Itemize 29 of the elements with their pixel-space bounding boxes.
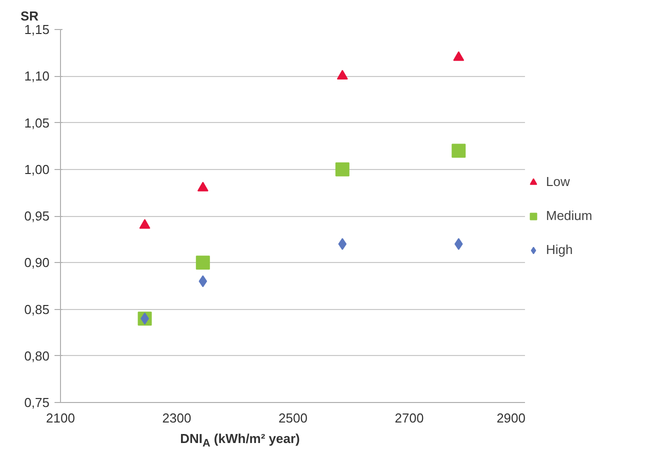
point [452, 144, 466, 158]
legend-label: Medium [546, 208, 594, 223]
point [139, 219, 150, 229]
point [196, 256, 210, 270]
y-tick-label: 1,00 [24, 162, 50, 177]
point [197, 182, 208, 192]
legend-label: High [546, 242, 574, 257]
y-tick-label: 0,90 [24, 255, 50, 270]
y-tick-label: 1,10 [24, 68, 50, 84]
point [338, 238, 347, 250]
y-tick-label: 1,15 [24, 22, 50, 37]
x-tick-label: 2700 [394, 410, 424, 426]
y-tick-label: 1,05 [24, 115, 50, 130]
y-tick-label: 0,95 [24, 208, 50, 224]
x-tick-label: 2900 [496, 410, 526, 426]
x-axis-title: DNI$_{A}$ (kWh/m² year) [180, 430, 300, 452]
x-tick-label: 2300 [162, 410, 192, 426]
y-axis-title: SR [20, 8, 40, 24]
point [453, 51, 464, 61]
y-tick-label: 0,80 [24, 348, 50, 364]
y-tick-label: 0,85 [24, 302, 50, 317]
legend-label: Low [546, 174, 571, 189]
point [335, 162, 350, 176]
point [336, 70, 348, 80]
point [198, 275, 208, 288]
point [454, 238, 463, 250]
y-tick-label: 0,75 [24, 395, 50, 410]
x-tick-label: 2100 [46, 410, 75, 426]
x-tick-label: 2500 [278, 410, 308, 426]
